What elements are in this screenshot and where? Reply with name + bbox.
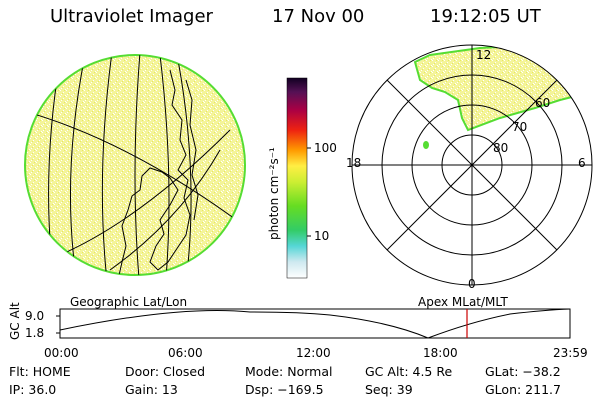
ip-value: IP: 36.0 bbox=[9, 382, 57, 397]
date-label: 17 Nov 00 bbox=[272, 6, 365, 27]
mlt-label-18: 18 bbox=[346, 156, 362, 170]
geographic-label: Geographic Lat/Lon bbox=[70, 295, 188, 309]
gc-alt-value: GC Alt: 4.5 Re bbox=[365, 364, 453, 379]
x-tick-0600: 06:00 bbox=[168, 346, 203, 360]
y-tick-1-8: 1.8 bbox=[25, 326, 45, 340]
dsp-value: Dsp: −169.5 bbox=[245, 382, 324, 397]
glon-value: GLon: 211.7 bbox=[485, 382, 561, 397]
parallel-line bbox=[109, 149, 221, 271]
aurora-spot bbox=[423, 141, 429, 149]
meridian-line bbox=[134, 55, 141, 275]
coastline bbox=[185, 79, 199, 221]
door-status: Door: Closed bbox=[125, 364, 206, 379]
mode-status: Mode: Normal bbox=[245, 364, 333, 379]
x-tick-0000: 00:00 bbox=[44, 346, 79, 360]
parallel-line bbox=[59, 129, 231, 256]
glat-value: GLat: −38.2 bbox=[485, 364, 561, 379]
mlt-label-6: 6 bbox=[578, 156, 586, 170]
mlat-label-60: 60 bbox=[535, 96, 551, 110]
instrument-title: Ultraviolet Imager bbox=[50, 6, 213, 27]
colorbar-tick-10: 10 bbox=[314, 229, 330, 243]
apex-label: Apex MLat/MLT bbox=[418, 295, 508, 309]
seq-value: Seq: 39 bbox=[365, 382, 413, 397]
mlt-label-12: 12 bbox=[476, 48, 492, 62]
flight-status: Flt: HOME bbox=[9, 364, 71, 379]
orbit-altitude-plot bbox=[56, 308, 571, 339]
colorbar-tick-100: 100 bbox=[314, 141, 337, 155]
gain-value: Gain: 13 bbox=[125, 382, 178, 397]
altitude-curve bbox=[59, 308, 571, 339]
mlat-label-80: 80 bbox=[493, 141, 509, 155]
polar-mlt-plot bbox=[351, 44, 593, 286]
coastline bbox=[117, 69, 191, 275]
x-tick-2359: 23:59 bbox=[553, 346, 588, 360]
y-tick-9: 9.0 bbox=[25, 309, 45, 323]
earth-disk-image bbox=[24, 54, 246, 276]
parallel-line bbox=[25, 109, 245, 231]
colorbar bbox=[286, 77, 311, 279]
x-tick-1800: 18:00 bbox=[423, 346, 458, 360]
mlat-label-70: 70 bbox=[512, 120, 528, 134]
x-tick-1200: 12:00 bbox=[296, 346, 331, 360]
time-label: 19:12:05 UT bbox=[430, 6, 541, 27]
meridian-line bbox=[101, 55, 113, 275]
gc-alt-axis-label: GC Alt bbox=[8, 302, 22, 340]
mlt-label-0: 0 bbox=[468, 277, 476, 291]
colorbar-unit-label: photon cm⁻²s⁻¹ bbox=[267, 147, 281, 240]
